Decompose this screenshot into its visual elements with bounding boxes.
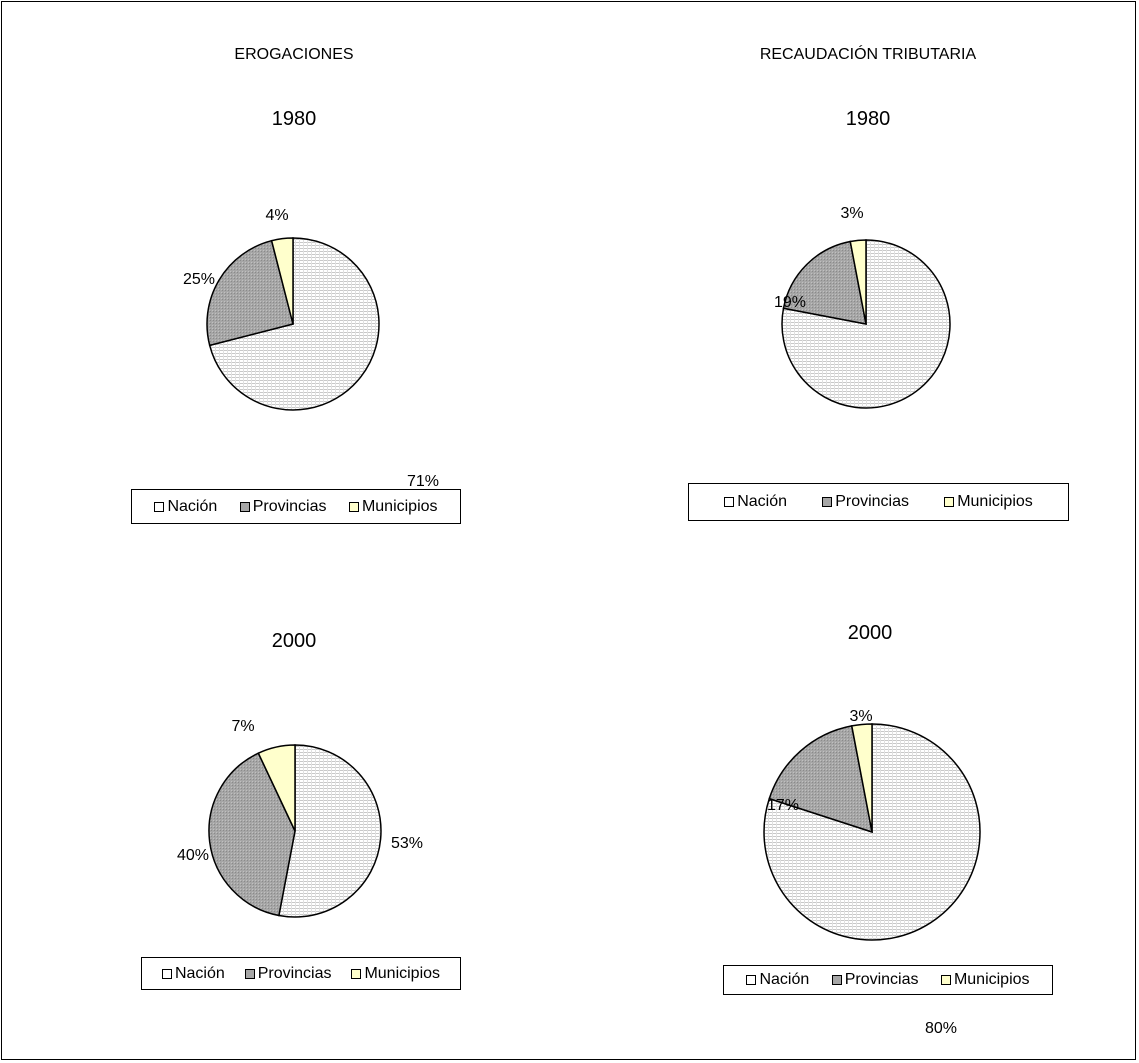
legend-item-municipios: Municipios — [944, 493, 1033, 511]
legend-item-provincias: Provincias — [831, 971, 919, 989]
legend-item-municipios: Municipios — [351, 965, 440, 983]
data-label-provincias: 19% — [774, 294, 806, 311]
legend-swatch-municipios — [351, 968, 362, 979]
data-label-municipios: 3% — [840, 205, 863, 222]
pie-slice-nacion — [763, 723, 981, 941]
legend-label: Municipios — [364, 964, 441, 982]
legend-label: Provincias — [257, 964, 332, 982]
pie-slice-municipios — [850, 723, 873, 833]
column-title-erogaciones: EROGACIONES — [234, 46, 354, 63]
pie-slice-nacion — [278, 744, 382, 918]
pie-chart-erogaciones-2000: 53% 40% 7% — [177, 718, 423, 918]
pie-slice-provincias — [206, 239, 294, 347]
legend-item-nacion: Nación — [746, 971, 809, 989]
legend-item-nacion: Nación — [161, 964, 225, 983]
legend-swatch-provincias — [244, 968, 255, 979]
pie-slice-provincias — [782, 240, 867, 325]
legend-swatch-provincias — [822, 497, 833, 507]
legend-swatch-nacion — [746, 975, 757, 985]
legend-item-municipios: Municipios — [348, 497, 438, 516]
legend-label: Provincias — [252, 497, 327, 515]
legend-label: Provincias — [835, 493, 909, 510]
legend-recaudacion-1980: Nación Provincias Municipios — [688, 483, 1069, 521]
pie-slice-nacion — [208, 237, 380, 411]
legend-label: Municipios — [361, 497, 438, 515]
legend-swatch-nacion — [154, 501, 165, 512]
legend-erogaciones-2000: Nación Provincias Municipios — [141, 957, 461, 990]
pie-title-erogaciones-2000: 2000 — [271, 630, 317, 652]
column-title-recaudacion: RECAUDACIÓN TRIBUTARIA — [759, 46, 977, 63]
legend-label: Provincias — [844, 971, 919, 988]
data-label-municipios: 3% — [849, 708, 872, 725]
data-label-municipios: 4% — [265, 207, 288, 224]
legend-swatch-municipios — [940, 975, 951, 985]
legend-label: Nación — [759, 971, 810, 988]
legend-item-municipios: Municipios — [940, 971, 1030, 989]
legend-swatch-municipios — [348, 501, 359, 512]
data-label-provincias: 25% — [183, 271, 215, 288]
pie-slice-nacion — [781, 239, 951, 409]
legend-label: Nación — [174, 964, 225, 982]
pie-slice-provincias — [768, 725, 873, 834]
pie-chart-recaudacion-1980: 78%19%3% — [774, 205, 956, 510]
pie-slice-municipios — [849, 239, 867, 325]
legend-label: Municipios — [957, 493, 1033, 510]
legend-swatch-provincias — [239, 501, 250, 512]
data-label-provincias: 40% — [177, 847, 209, 864]
pie-slice-provincias — [208, 752, 296, 917]
data-label-nacion: 71% — [407, 473, 439, 490]
data-label-municipios: 7% — [231, 718, 254, 735]
legend-item-provincias: Provincias — [822, 493, 909, 511]
pie-chart-erogaciones-1980: 71% 25% 4% — [183, 207, 439, 490]
legend-swatch-nacion — [161, 968, 172, 979]
legend-item-nacion: Nación — [724, 493, 787, 511]
legend-swatch-nacion — [724, 497, 735, 507]
legend-swatch-municipios — [944, 497, 955, 507]
legend-label: Nación — [737, 493, 787, 510]
pie-title-recaudacion-2000: 2000 — [847, 622, 893, 644]
pie-slice-municipios — [270, 237, 294, 325]
data-label-provincias: 17% — [767, 797, 799, 814]
legend-item-provincias: Provincias — [239, 497, 327, 516]
legend-label: Municipios — [953, 971, 1030, 988]
legend-recaudacion-2000: Nación Provincias Municipios — [723, 965, 1053, 995]
data-label-nacion: 80% — [925, 1020, 957, 1037]
pie-slice-municipios — [257, 744, 296, 832]
data-label-nacion: 53% — [391, 835, 423, 852]
legend-erogaciones-1980: Nación Provincias Municipios — [131, 489, 461, 524]
pie-title-erogaciones-1980: 1980 — [271, 108, 317, 130]
pie-title-recaudacion-1980: 1980 — [845, 108, 891, 130]
legend-swatch-provincias — [831, 975, 842, 985]
legend-item-nacion: Nación — [154, 498, 217, 516]
pie-chart-recaudacion-2000: 80% 17% 3% — [763, 708, 981, 1037]
legend-item-provincias: Provincias — [244, 964, 332, 983]
legend-label: Nación — [167, 497, 218, 515]
